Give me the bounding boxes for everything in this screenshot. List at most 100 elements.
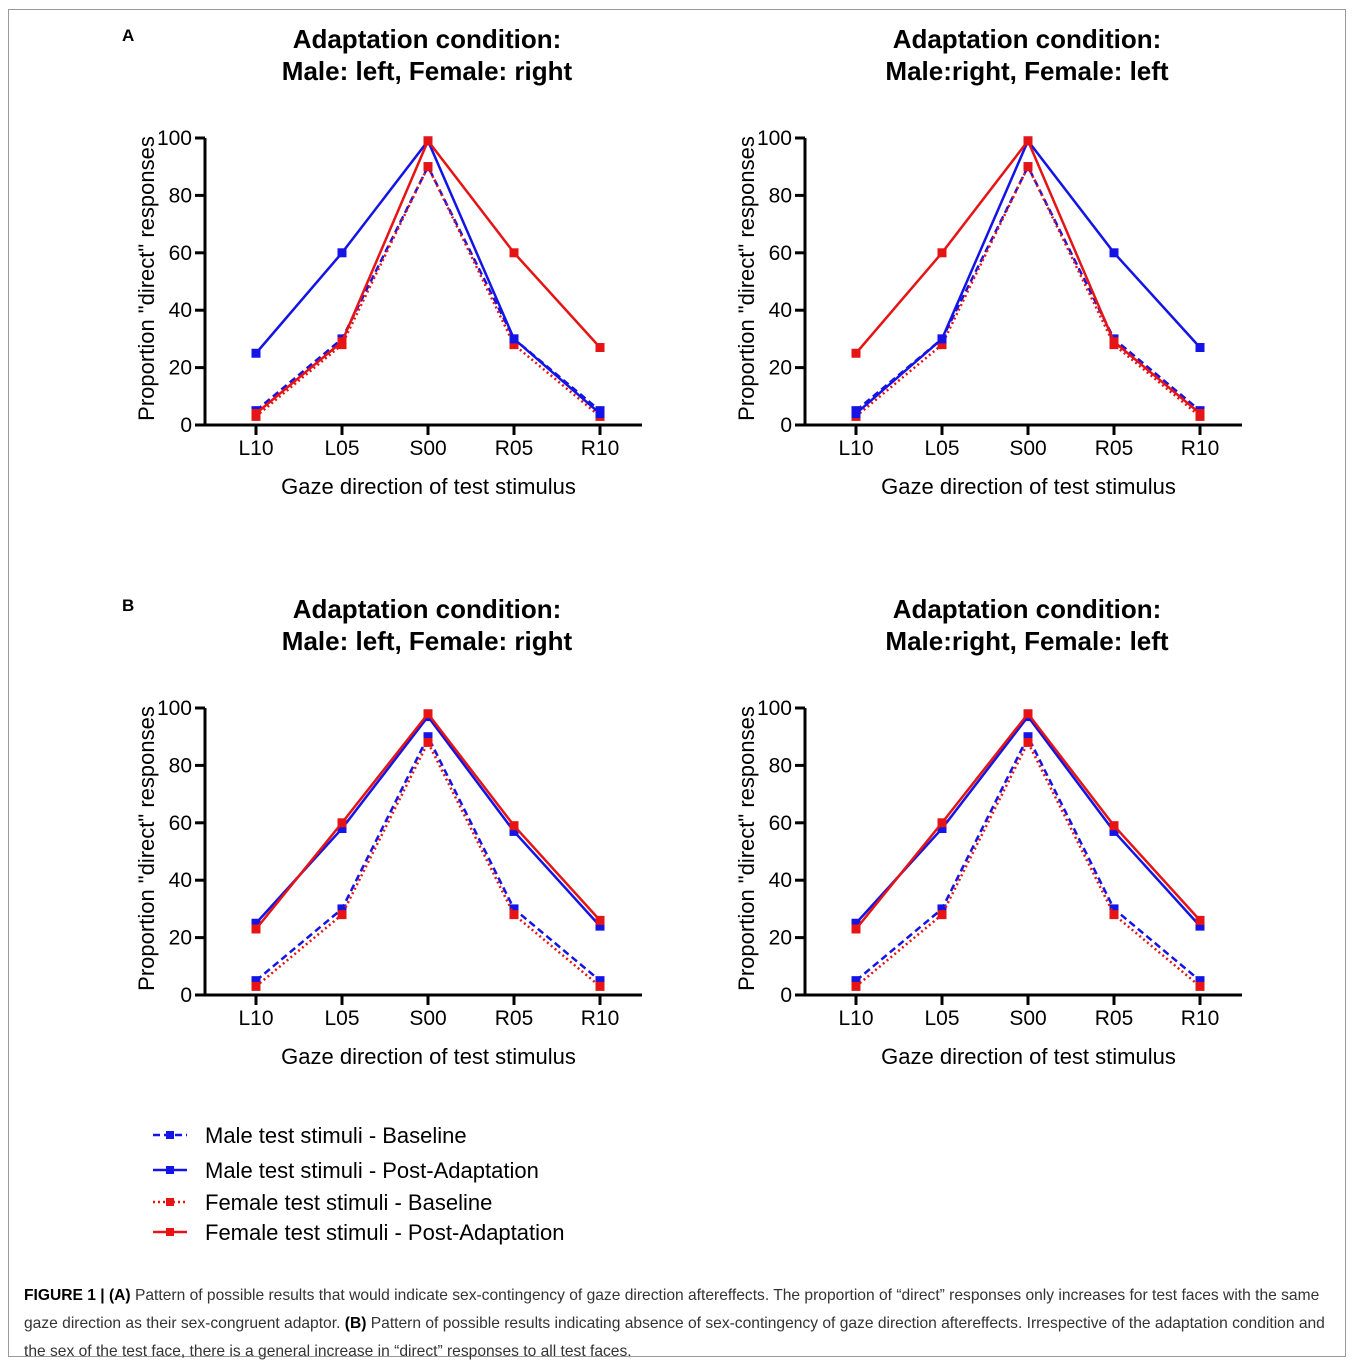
data-point — [1109, 821, 1119, 831]
data-point — [509, 334, 519, 344]
data-point — [851, 981, 861, 991]
data-point — [509, 904, 519, 914]
chart-b-left: Adaptation condition:Male: left, Female:… — [134, 594, 642, 1069]
y-tick-label: 20 — [169, 357, 192, 380]
legend-label: Female test stimuli - Baseline — [205, 1190, 493, 1215]
series-line — [855, 163, 1201, 412]
data-point — [1195, 976, 1205, 986]
figure-caption: FIGURE 1 | (A) Pattern of possible resul… — [24, 1282, 1334, 1366]
y-tick-label: 100 — [757, 697, 792, 720]
chart-title-line: Adaptation condition: — [293, 24, 562, 54]
chart-b-right: Adaptation condition:Male:right, Female:… — [734, 594, 1242, 1069]
caption-a-label: (A) — [108, 1287, 131, 1304]
caption-a-text: Pattern of possible results that would i… — [24, 1287, 1320, 1332]
data-point — [937, 334, 947, 344]
chart-title-line: Adaptation condition: — [893, 594, 1162, 624]
data-point — [851, 348, 861, 358]
caption-figure-label: FIGURE 1 | — [24, 1287, 105, 1304]
legend-label: Male test stimuli - Baseline — [205, 1123, 467, 1148]
data-point — [337, 910, 347, 920]
series-line — [855, 733, 1201, 982]
chart-a-right: Adaptation condition:Male:right, Female:… — [734, 24, 1242, 499]
legend-swatch-male-baseline — [153, 1131, 187, 1139]
x-tick-label: L05 — [924, 1007, 959, 1030]
data-point — [595, 976, 605, 986]
x-tick-label: L10 — [838, 1007, 873, 1030]
data-point — [1023, 737, 1033, 747]
figure-frame — [8, 9, 1346, 1357]
series-group — [251, 732, 605, 986]
chart-a-left: Adaptation condition:Male: left, Female:… — [134, 24, 642, 499]
chart-title-line: Male:right, Female: left — [885, 56, 1168, 86]
data-point — [937, 340, 947, 350]
y-axis-label: Proportion "direct" responses — [734, 706, 759, 991]
data-point — [595, 921, 605, 931]
series-line — [255, 733, 601, 982]
data-point — [509, 340, 519, 350]
legend-swatch-male-post — [153, 1166, 187, 1174]
series-group — [851, 737, 1205, 991]
data-point — [509, 826, 519, 836]
data-point — [337, 337, 347, 347]
series-group — [251, 136, 605, 419]
x-tick-label: S00 — [409, 1007, 446, 1030]
data-point — [423, 709, 433, 719]
y-tick-label: 20 — [169, 927, 192, 950]
x-tick-label: R05 — [495, 1007, 534, 1030]
x-axis-label: Gaze direction of test stimulus — [281, 474, 576, 499]
data-point — [595, 981, 605, 991]
y-tick-label: 40 — [769, 869, 792, 892]
legend-label: Female test stimuli - Post-Adaptation — [205, 1220, 565, 1245]
data-point — [337, 824, 347, 834]
y-tick-label: 80 — [169, 184, 192, 207]
data-point — [1109, 910, 1119, 920]
data-point — [509, 821, 519, 831]
y-tick-label: 0 — [780, 984, 792, 1007]
data-point — [937, 824, 947, 834]
data-point — [851, 409, 861, 419]
x-tick-label: L10 — [238, 437, 273, 460]
x-tick-label: R10 — [581, 437, 620, 460]
data-point — [851, 976, 861, 986]
y-tick-label: 0 — [180, 414, 192, 437]
panel-letter-a: A — [122, 26, 135, 45]
data-point — [1023, 136, 1033, 146]
data-point — [937, 248, 947, 258]
series-group — [851, 136, 1205, 419]
y-tick-label: 80 — [769, 184, 792, 207]
data-point — [1195, 409, 1205, 419]
data-point — [851, 918, 861, 928]
data-point — [937, 910, 947, 920]
y-tick-label: 60 — [169, 242, 192, 265]
data-point — [1195, 921, 1205, 931]
y-tick-label: 40 — [169, 869, 192, 892]
data-point — [1195, 343, 1205, 353]
x-tick-label: S00 — [409, 437, 446, 460]
data-point — [595, 915, 605, 925]
data-point — [251, 409, 261, 419]
data-point — [509, 248, 519, 258]
data-point — [251, 981, 261, 991]
legend: Male test stimuli - Baseline Male test s… — [150, 1116, 650, 1246]
chart-title-line: Male:right, Female: left — [885, 626, 1168, 656]
x-axis-label: Gaze direction of test stimulus — [881, 1044, 1176, 1069]
data-point — [337, 818, 347, 828]
y-tick-label: 40 — [169, 299, 192, 322]
y-tick-label: 100 — [157, 697, 192, 720]
x-tick-label: R10 — [581, 1007, 620, 1030]
chart-title-line: Male: left, Female: right — [282, 626, 573, 656]
y-tick-label: 60 — [769, 242, 792, 265]
data-point — [1109, 904, 1119, 914]
data-point — [1195, 981, 1205, 991]
y-axis-label: Proportion "direct" responses — [734, 136, 759, 421]
data-point — [937, 904, 947, 914]
x-tick-label: L05 — [324, 437, 359, 460]
y-tick-label: 40 — [769, 299, 792, 322]
data-point — [251, 976, 261, 986]
data-point — [509, 910, 519, 920]
x-tick-label: R05 — [1095, 1007, 1134, 1030]
x-tick-label: L10 — [838, 437, 873, 460]
x-tick-label: R10 — [1181, 1007, 1220, 1030]
y-tick-label: 60 — [169, 812, 192, 835]
panel-letter-b: B — [122, 596, 135, 615]
